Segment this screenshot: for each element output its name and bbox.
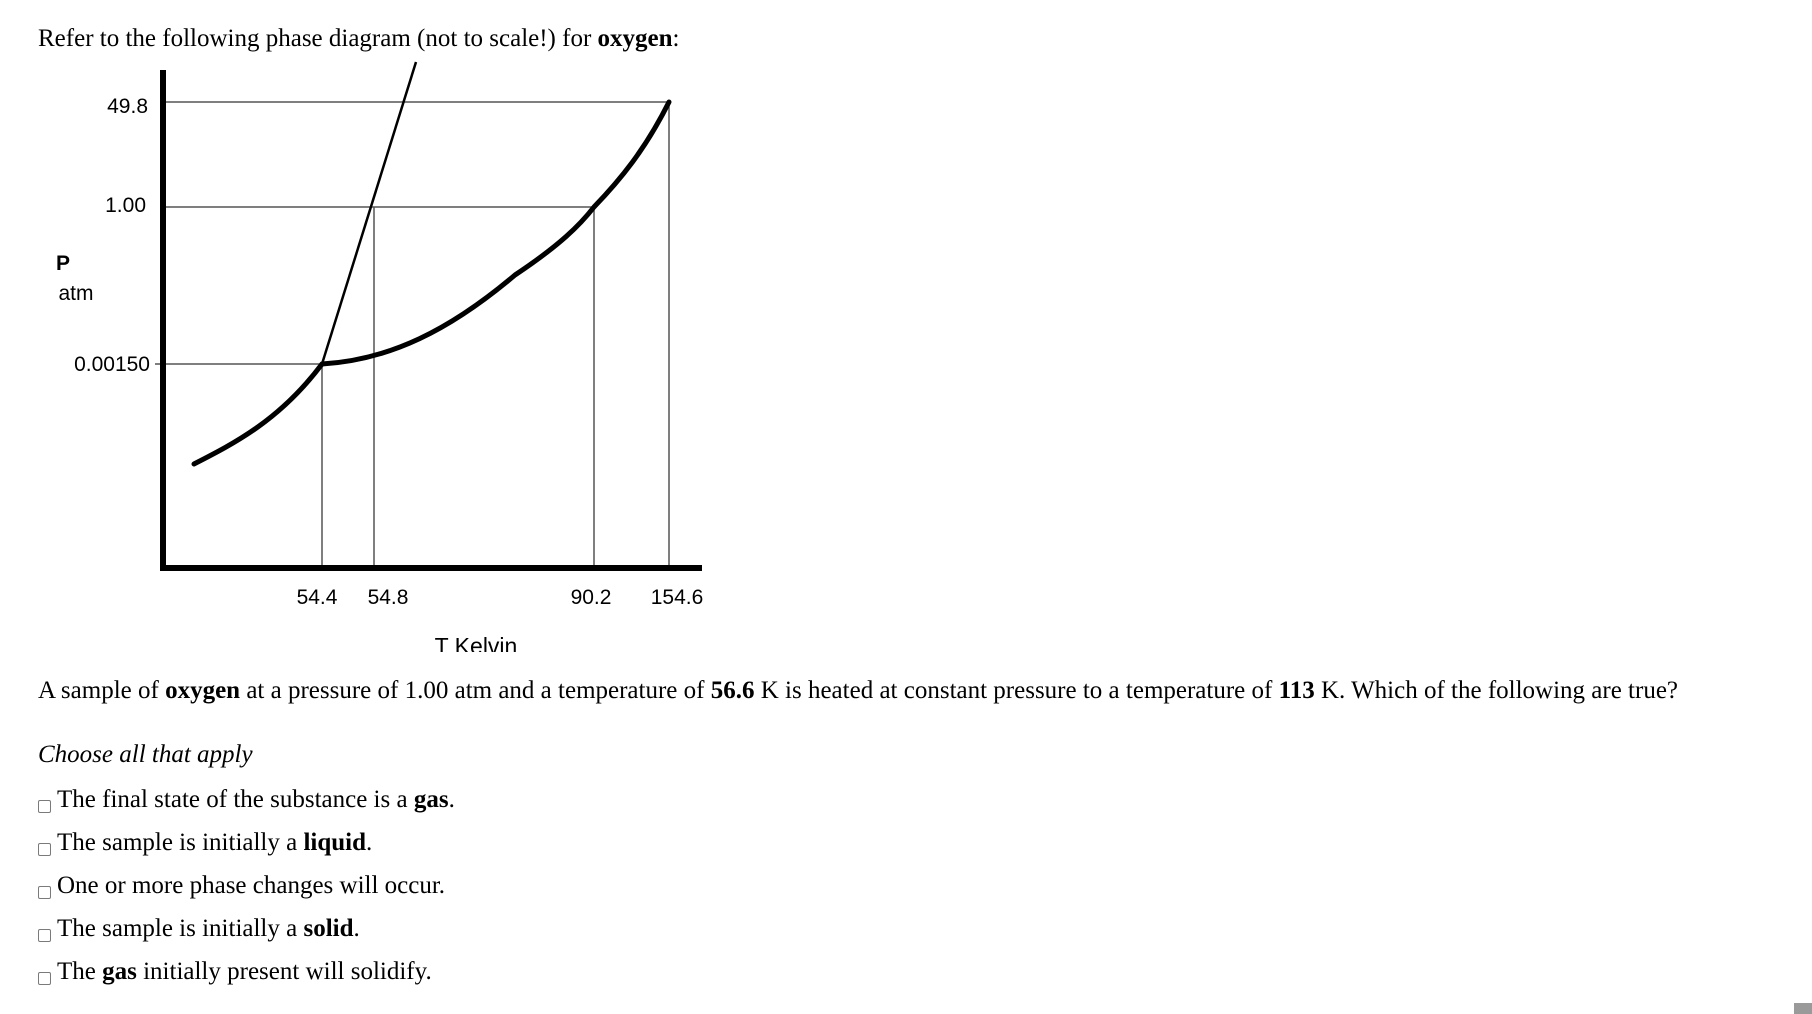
intro-substance: oxygen — [597, 25, 673, 52]
option-checkbox[interactable] — [38, 843, 51, 856]
answer-options: The final state of the substance is a ga… — [38, 778, 455, 993]
answer-option[interactable]: The final state of the substance is a ga… — [38, 778, 455, 821]
answer-option[interactable]: The sample is initially a solid. — [38, 907, 455, 950]
option-checkbox[interactable] — [38, 929, 51, 942]
resize-handle[interactable] — [1794, 1003, 1812, 1014]
answer-option[interactable]: The gas initially present will solidify. — [38, 950, 455, 993]
y-tick-49-8: 49.8 — [107, 95, 148, 118]
y-tick-1-00: 1.00 — [105, 194, 146, 217]
option-checkbox[interactable] — [38, 886, 51, 899]
y-axis-label: P — [56, 252, 70, 275]
x-tick-90-2: 90.2 — [571, 586, 612, 609]
intro-text: Refer to the following phase diagram (no… — [38, 22, 680, 56]
option-text: The sample is initially a solid. — [57, 914, 360, 942]
x-axis-label: T Kelvin — [435, 633, 518, 652]
x-tick-54-8: 54.8 — [368, 586, 409, 609]
question-part-2: at a pressure of 1.00 atm and a temperat… — [240, 677, 711, 704]
option-checkbox[interactable] — [38, 800, 51, 813]
y-tick-0-00150: 0.00150 — [74, 353, 150, 376]
guide-lines — [155, 101, 670, 568]
question-initial-temperature: 56.6 — [710, 677, 755, 704]
sublimation-curve — [191, 361, 325, 467]
intro-prefix: Refer to the following phase diagram (no… — [38, 25, 598, 52]
option-text: One or more phase changes will occur. — [57, 871, 446, 899]
vaporization-curve — [319, 99, 672, 367]
intro-suffix: : — [672, 25, 680, 52]
choose-all-hint: Choose all that apply — [38, 741, 253, 768]
answer-option[interactable]: One or more phase changes will occur. — [38, 864, 455, 907]
fusion-line — [320, 61, 418, 365]
y-axis-unit: atm — [58, 282, 93, 305]
question-part-3: K is heated at constant pressure to a te… — [754, 677, 1279, 704]
x-tick-54-4: 54.4 — [297, 586, 338, 609]
question-substance: oxygen — [165, 677, 241, 704]
question-text: A sample of oxygen at a pressure of 1.00… — [38, 674, 1678, 708]
answer-option[interactable]: The sample is initially a liquid. — [38, 821, 455, 864]
question-part-4: K. Which of the following are true? — [1314, 677, 1679, 704]
x-tick-154-6: 154.6 — [651, 586, 704, 609]
question-part-1: A sample of — [38, 677, 166, 704]
option-text: The final state of the substance is a ga… — [57, 785, 455, 813]
phase-diagram: 49.8 1.00 0.00150 54.4 54.8 90.2 154.6 P… — [56, 61, 704, 652]
option-text: The sample is initially a liquid. — [57, 828, 373, 856]
option-text: The gas initially present will solidify. — [57, 957, 432, 985]
question-final-temperature: 113 — [1278, 677, 1315, 704]
option-checkbox[interactable] — [38, 972, 51, 985]
